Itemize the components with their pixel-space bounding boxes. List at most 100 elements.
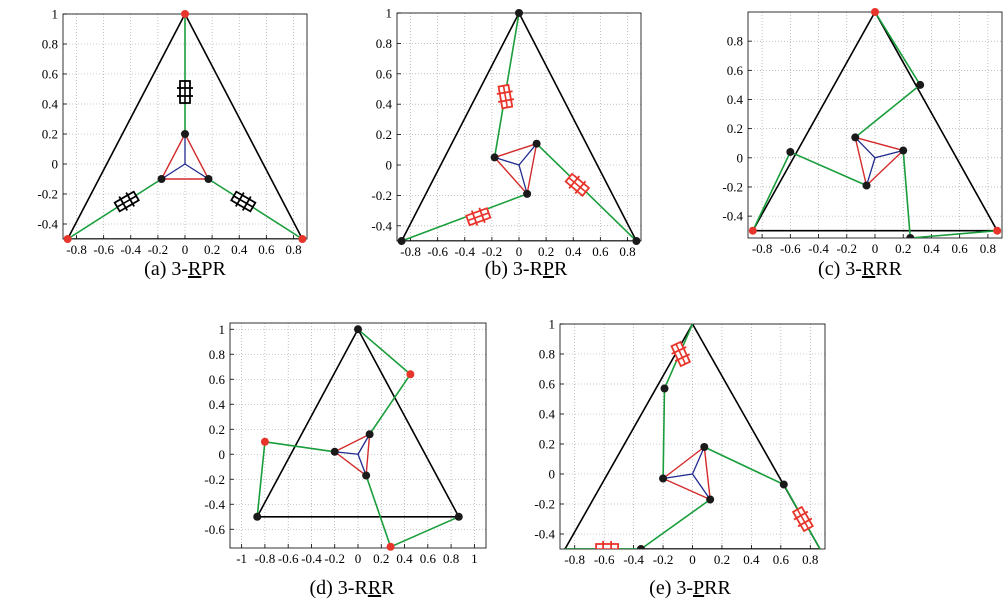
y-tick-label: 0 bbox=[549, 467, 556, 482]
y-tick-label: 0.8 bbox=[42, 37, 58, 52]
revolute-joint bbox=[523, 189, 532, 198]
y-tick-label: 0.8 bbox=[539, 347, 555, 362]
leg-3 bbox=[208, 178, 303, 239]
base-triangle bbox=[751, 12, 999, 232]
y-tick-label: -0.2 bbox=[534, 497, 555, 512]
x-tick-label: -0.6 bbox=[278, 551, 299, 566]
revolute-joint bbox=[157, 175, 166, 183]
platform-spoke bbox=[865, 157, 876, 186]
revolute-joint bbox=[660, 384, 669, 393]
panel-c: -0.8 -0.6 -0.4 -0.2 0 0.2 0.4 0.6 0.8 -0.4 -0.2 0 0.… bbox=[722, 8, 1003, 280]
x-tick-label: -0.8 bbox=[564, 552, 585, 567]
leg-3 bbox=[902, 150, 998, 238]
prismatic-joint bbox=[465, 207, 492, 227]
base-joint bbox=[406, 370, 415, 379]
y-tick-label: 0.4 bbox=[727, 92, 744, 107]
moving-platform bbox=[854, 136, 905, 187]
y-tick-label: 0.2 bbox=[209, 422, 225, 437]
revolute-joint bbox=[700, 443, 709, 451]
leg-3 bbox=[365, 475, 460, 548]
grid bbox=[230, 323, 486, 548]
y-tick-label: -0.2 bbox=[204, 472, 225, 487]
x-tick-label: 0.4 bbox=[565, 244, 582, 259]
y-tick-label: -0.4 bbox=[371, 218, 392, 233]
revolute-joint bbox=[181, 130, 189, 138]
y-tick-label: 0.6 bbox=[209, 372, 226, 387]
revolute-joint bbox=[532, 139, 541, 148]
x-tick-label: 0.6 bbox=[258, 242, 275, 257]
revolute-joint bbox=[899, 146, 908, 155]
x-tick-label: -0.4 bbox=[623, 552, 644, 567]
x-tick-label: -0.6 bbox=[780, 241, 801, 256]
leg-2 bbox=[401, 193, 528, 241]
y-tick-label: -0.2 bbox=[371, 188, 392, 203]
x-tick-label: 0.8 bbox=[285, 242, 301, 257]
leg-3 bbox=[536, 143, 637, 241]
x-tick-label: -0.6 bbox=[594, 552, 615, 567]
base-triangle bbox=[564, 324, 821, 549]
y-tick-label: 0.2 bbox=[539, 437, 555, 452]
y-tick-label: 0.4 bbox=[209, 397, 226, 412]
revolute-joint bbox=[706, 495, 715, 504]
base-joint bbox=[298, 235, 307, 243]
x-tick-label: -1 bbox=[236, 551, 247, 566]
moving-platform bbox=[493, 142, 538, 196]
y-tick-label: 0.2 bbox=[376, 127, 392, 142]
y-tick-label: 0 bbox=[219, 447, 226, 462]
leg-2 bbox=[565, 498, 711, 549]
platform-spoke bbox=[691, 446, 705, 475]
revolute-joint bbox=[253, 512, 262, 521]
panel-e: -0.8 -0.6 -0.4 -0.2 0 0.2 0.4 0.6 0.8 -0.4 -0.2 0 0.… bbox=[534, 317, 826, 599]
x-tick-label: -0.4 bbox=[454, 244, 475, 259]
platform-spoke bbox=[854, 136, 876, 159]
x-tick-label: -0.2 bbox=[148, 242, 169, 257]
x-tick-label: 0.8 bbox=[619, 244, 635, 259]
x-tick-label: 0.8 bbox=[980, 241, 996, 256]
revolute-joint bbox=[786, 147, 795, 156]
x-tick-label: 0.4 bbox=[231, 242, 248, 257]
panel-b: -0.8 -0.6 -0.4 -0.2 0 0.2 0.4 0.6 0.8 -0.4 -0.2 0 0.… bbox=[371, 6, 642, 280]
x-tick-label: -0.2 bbox=[836, 241, 857, 256]
y-tick-label: 1 bbox=[386, 6, 393, 21]
platform-spoke bbox=[184, 163, 209, 180]
x-tick-label: 0.2 bbox=[714, 552, 730, 567]
revolute-joint bbox=[636, 545, 645, 549]
y-tick-label: 1 bbox=[52, 7, 59, 22]
base-triangle bbox=[66, 14, 304, 239]
panel-caption: (b) 3-RPR bbox=[485, 258, 568, 280]
y-tick-label: -0.4 bbox=[722, 209, 743, 224]
y-tick-label: 0.2 bbox=[42, 127, 58, 142]
prismatic-joint bbox=[595, 541, 619, 549]
x-tick-label: -0.2 bbox=[324, 551, 345, 566]
revolute-joint bbox=[659, 474, 668, 483]
revolute-joint bbox=[454, 512, 463, 521]
prismatic-joint bbox=[230, 190, 257, 213]
base-joint bbox=[397, 237, 406, 245]
revolute-joint bbox=[354, 325, 362, 334]
x-tick-label: -0.2 bbox=[653, 552, 674, 567]
y-tick-label: 0.8 bbox=[376, 36, 392, 51]
y-tick-label: 0 bbox=[52, 157, 59, 172]
leg-2 bbox=[752, 150, 867, 232]
base-joint bbox=[632, 237, 641, 245]
y-tick-label: 1 bbox=[549, 317, 556, 332]
y-tick-label: -0.2 bbox=[37, 187, 58, 202]
platform-spoke bbox=[161, 163, 186, 180]
base-joint bbox=[260, 437, 269, 446]
base-joint bbox=[748, 226, 757, 235]
platform-spoke bbox=[691, 473, 711, 500]
x-tick-label: 0.6 bbox=[773, 552, 790, 567]
panel-caption: (a) 3-RPR bbox=[144, 258, 226, 280]
revolute-joint bbox=[362, 471, 371, 480]
platform-spoke bbox=[518, 164, 528, 195]
y-tick-label: 1 bbox=[219, 322, 226, 337]
x-tick-label: 0.6 bbox=[420, 551, 437, 566]
y-tick-label: 0 bbox=[386, 158, 393, 173]
x-tick-label: 0.4 bbox=[923, 241, 940, 256]
prismatic-joint bbox=[113, 190, 140, 213]
base-joint bbox=[515, 9, 523, 17]
panel-caption: (e) 3-PRR bbox=[649, 577, 731, 599]
revolute-joint bbox=[490, 153, 499, 162]
base-joint bbox=[871, 8, 879, 16]
grid bbox=[748, 12, 1002, 238]
